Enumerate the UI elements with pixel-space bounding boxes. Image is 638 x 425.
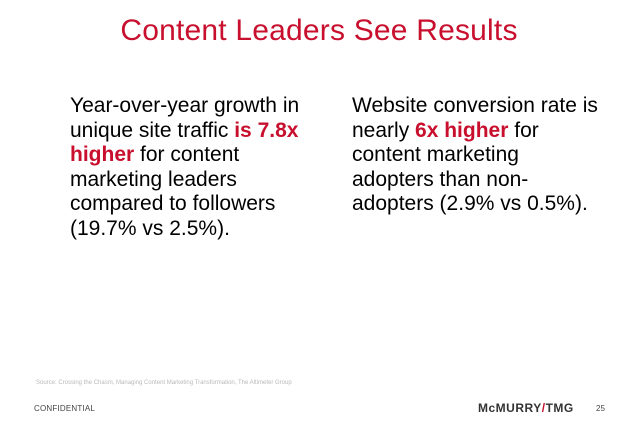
logo-text: McMURRY <box>478 401 542 415</box>
logo-slash: / <box>541 401 546 415</box>
stat-conversion-rate: Website conversion rate is nearly 6x hig… <box>352 94 602 217</box>
confidential-label: CONFIDENTIAL <box>34 404 96 413</box>
company-logo: McMURRY/TMG <box>478 401 574 415</box>
stat-text: Year-over-year growth in unique site tra… <box>70 94 300 142</box>
logo-text: TMG <box>545 401 574 415</box>
source-note: Source: Crossing the Chasm, Managing Con… <box>36 380 292 386</box>
slide-title: Content Leaders See Results <box>120 14 518 47</box>
stat-text: Website conversion rate is nearly <box>352 94 598 142</box>
stat-text: for content marketing leaders compared t… <box>70 143 276 240</box>
page-number: 25 <box>596 404 605 413</box>
stat-text: for content marketing adopters than non-… <box>352 118 588 216</box>
stat-traffic-growth: Year-over-year growth in unique site tra… <box>70 94 300 241</box>
stat-highlight: 6x higher <box>415 118 509 142</box>
stat-highlight: is 7.8x higher <box>70 118 299 167</box>
